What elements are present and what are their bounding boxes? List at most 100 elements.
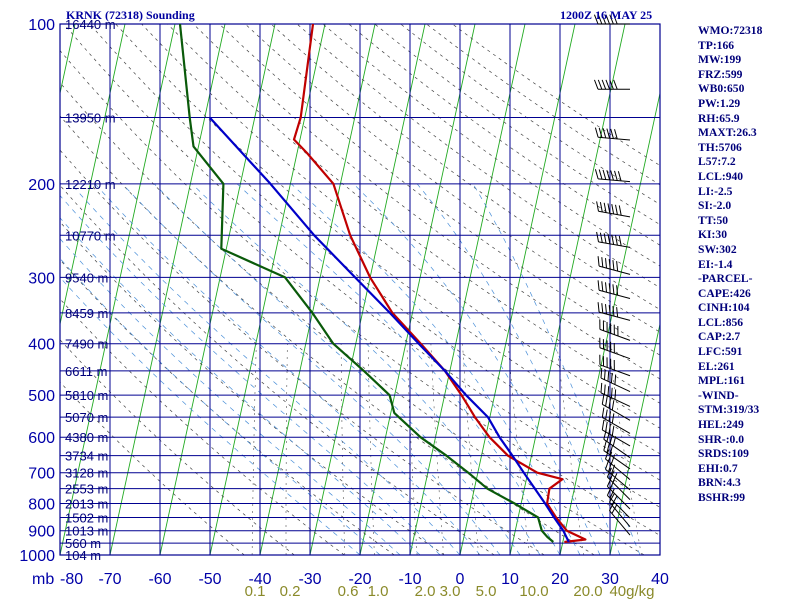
index-item: SW:302 bbox=[698, 242, 737, 256]
isotherm-line bbox=[609, 322, 660, 555]
index-item: MAXT:26.3 bbox=[698, 126, 757, 140]
mixing-ratio-label: 20.0 bbox=[573, 583, 602, 600]
height-label: 5070 m bbox=[65, 410, 108, 425]
pressure-unit-label: mb bbox=[32, 571, 54, 588]
isotherm-line bbox=[159, 24, 276, 555]
height-label: 10770 m bbox=[65, 228, 116, 243]
isotherm-line bbox=[0, 24, 25, 555]
index-item: CAP:2.7 bbox=[698, 330, 741, 344]
wind-barb-flag bbox=[618, 205, 622, 216]
index-item: LFC:591 bbox=[698, 345, 743, 359]
index-item: EL:261 bbox=[698, 359, 735, 373]
wind-barb-flag bbox=[610, 170, 614, 181]
height-label: 8459 m bbox=[65, 306, 108, 321]
height-label: 1502 m bbox=[65, 511, 108, 526]
mixing-ratio-line bbox=[285, 343, 288, 555]
wind-barb-flag bbox=[605, 396, 608, 407]
wind-barb-flag bbox=[603, 202, 607, 213]
height-label: 12210 m bbox=[65, 177, 116, 192]
mixing-ratio-line bbox=[608, 343, 642, 555]
mixing-ratio-line bbox=[507, 343, 530, 555]
wind-barb-flag bbox=[600, 382, 603, 393]
index-item: SRDS:109 bbox=[698, 447, 749, 461]
wind-barb-flag bbox=[615, 204, 618, 215]
wind-barb-flag bbox=[607, 462, 613, 472]
wind-barb-flag bbox=[610, 464, 616, 475]
wind-barb-flag bbox=[608, 501, 615, 511]
height-label: 2553 m bbox=[65, 482, 108, 497]
wind-barb-flag bbox=[605, 304, 608, 315]
height-label: 3734 m bbox=[65, 449, 108, 464]
wind-barb-staff bbox=[600, 392, 631, 407]
wind-barb-flag bbox=[610, 372, 613, 383]
temperature-tick-label: -20 bbox=[348, 571, 371, 588]
index-item: -WIND- bbox=[698, 388, 739, 402]
temperature-tick-label: -50 bbox=[198, 571, 221, 588]
wind-barb-flag bbox=[608, 305, 611, 316]
mixing-ratio-label: 40g/kg bbox=[609, 583, 654, 600]
isobar-grid bbox=[59, 23, 661, 556]
wind-barb-flag bbox=[601, 257, 604, 268]
wind-barb-staff bbox=[602, 403, 631, 421]
wind-barb-staff bbox=[607, 486, 631, 510]
wind-barb-flag bbox=[605, 14, 610, 25]
wind-barb-flag bbox=[606, 486, 612, 496]
wind-barb-flag bbox=[602, 128, 607, 139]
temperature-tick-label: -30 bbox=[298, 571, 321, 588]
height-label: 5810 m bbox=[65, 388, 108, 403]
wind-barb-flag bbox=[616, 307, 619, 318]
wind-barb-flag bbox=[608, 283, 611, 294]
index-item: TP:166 bbox=[698, 38, 735, 52]
wind-barb-flag bbox=[612, 306, 615, 317]
temperature-tick-label: 10 bbox=[501, 571, 519, 588]
wind-barb-flag bbox=[608, 259, 611, 270]
wind-barb-flag bbox=[602, 169, 607, 180]
mixing-ratio-label: 1.0 bbox=[368, 583, 389, 600]
pressure-tick-label: 1000 bbox=[19, 548, 55, 565]
height-label: 1013 m bbox=[65, 524, 108, 539]
height-label: 104 m bbox=[65, 548, 101, 563]
pressure-tick-label: 200 bbox=[28, 177, 55, 194]
chart-title: KRNK (72318) Sounding bbox=[66, 8, 195, 22]
wind-barb-flag bbox=[612, 436, 617, 447]
moist-adiabat bbox=[290, 183, 581, 555]
wind-barb-flag bbox=[613, 14, 618, 25]
temperature-tick-label: 30 bbox=[601, 571, 619, 588]
wind-barb-flag bbox=[606, 431, 610, 442]
isotherm-line bbox=[109, 24, 226, 555]
wind-barb-flag bbox=[601, 303, 604, 314]
wind-barb-staff bbox=[598, 289, 631, 300]
mixing-ratio-line bbox=[251, 343, 257, 555]
wind-barb-staff bbox=[598, 210, 631, 218]
wind-barb-flag bbox=[605, 79, 610, 90]
wind-barb-flag bbox=[601, 14, 607, 25]
index-item: TT:50 bbox=[698, 213, 729, 227]
index-item: MPL:161 bbox=[698, 374, 746, 388]
wind-barb-flag bbox=[597, 302, 600, 313]
wind-barb-flag bbox=[610, 387, 613, 398]
sounding-profiles bbox=[178, 24, 587, 544]
isotherm-line bbox=[60, 24, 126, 327]
wind-barb-flag bbox=[606, 170, 611, 180]
wind-barb-staff bbox=[598, 136, 631, 141]
wind-barb-flag bbox=[616, 261, 619, 272]
index-item: CINH:104 bbox=[698, 301, 750, 315]
wind-barb-flag bbox=[596, 231, 599, 242]
wind-barb-staff bbox=[598, 178, 631, 183]
temperature-tick-label: -70 bbox=[98, 571, 121, 588]
dry-adiabats bbox=[60, 24, 660, 555]
pressure-tick-label: 800 bbox=[28, 497, 55, 514]
index-item: RH:65.9 bbox=[698, 111, 740, 125]
dry-adiabat bbox=[63, 24, 660, 508]
height-label: 13950 m bbox=[65, 111, 116, 126]
wind-barb-flag bbox=[611, 204, 615, 215]
wind-barb-flag bbox=[611, 234, 615, 245]
index-item: STM:319/33 bbox=[698, 403, 760, 417]
wind-barb-flag bbox=[612, 284, 615, 295]
wind-barb-flag bbox=[607, 203, 611, 214]
wind-barb-flag bbox=[606, 442, 610, 453]
wind-barb-flag bbox=[599, 232, 603, 243]
wind-barb-flag bbox=[611, 413, 615, 424]
mixing-ratio-line bbox=[340, 343, 346, 555]
